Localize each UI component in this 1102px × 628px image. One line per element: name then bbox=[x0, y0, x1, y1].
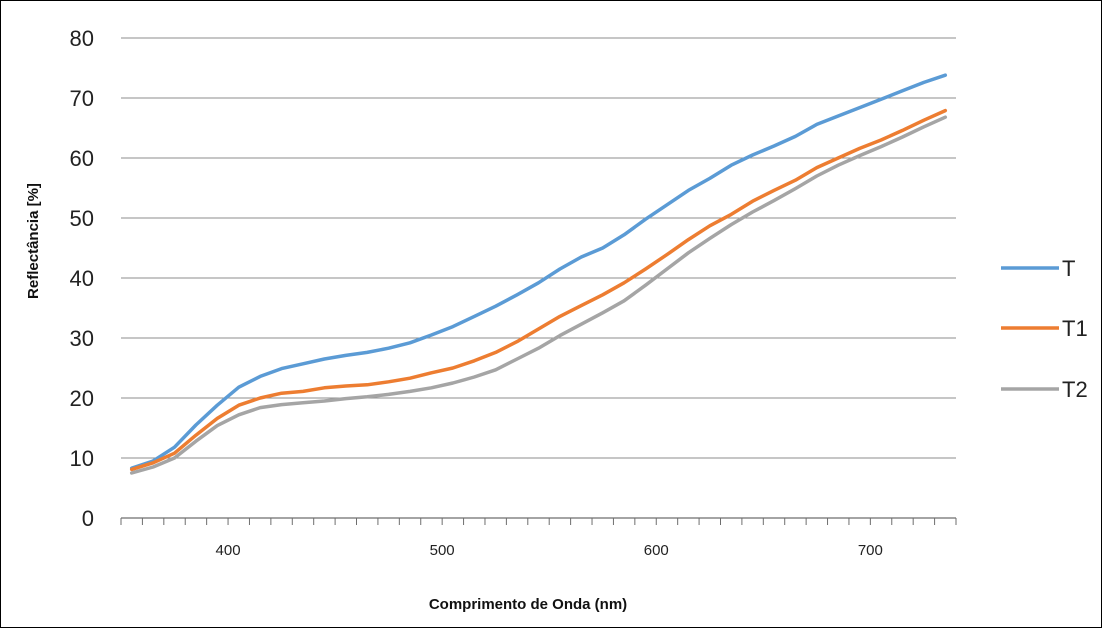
legend-label-T1: T1 bbox=[1062, 316, 1088, 341]
y-tick-label-40: 40 bbox=[70, 266, 94, 291]
series-line-T1 bbox=[129, 108, 948, 472]
series-line-T bbox=[129, 73, 948, 470]
y-tick-label-60: 60 bbox=[70, 146, 94, 171]
y-tick-label-0: 0 bbox=[82, 506, 94, 531]
series-line-T2 bbox=[129, 115, 948, 475]
legend-label-T: T bbox=[1062, 256, 1075, 281]
x-axis-title: Comprimento de Onda (nm) bbox=[429, 596, 627, 613]
y-tick-label-50: 50 bbox=[70, 206, 94, 231]
x-tick-label-700: 700 bbox=[858, 542, 883, 559]
y-tick-label-70: 70 bbox=[70, 86, 94, 111]
y-tick-label-20: 20 bbox=[70, 386, 94, 411]
legend-label-T2: T2 bbox=[1062, 377, 1088, 402]
x-tick-label-400: 400 bbox=[216, 542, 241, 559]
y-tick-label-10: 10 bbox=[70, 446, 94, 471]
series-lines bbox=[129, 73, 948, 475]
gridlines bbox=[121, 37, 956, 459]
y-tick-label-30: 30 bbox=[70, 326, 94, 351]
legend: T T1 T2 bbox=[1001, 256, 1088, 402]
x-tick-label-600: 600 bbox=[644, 542, 669, 559]
y-axis-title: Reflectância [%] bbox=[25, 183, 42, 299]
y-tick-label-80: 80 bbox=[70, 26, 94, 51]
x-tick-label-500: 500 bbox=[430, 542, 455, 559]
tick-labels: 0 10 20 30 40 50 60 70 80 400 500 600 700 bbox=[70, 26, 883, 559]
axes bbox=[120, 517, 957, 525]
